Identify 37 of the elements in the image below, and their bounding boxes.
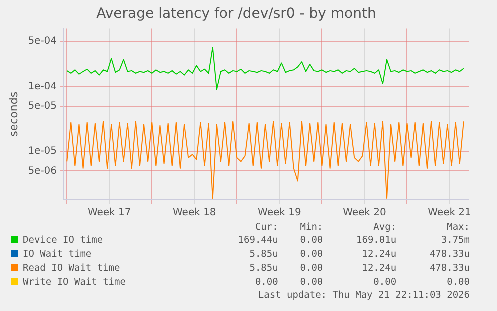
text: 0.00 — [299, 248, 324, 262]
text: 0.00 — [254, 276, 278, 290]
legend-label: IO Wait time — [22, 248, 93, 262]
text: 169.44u — [237, 234, 278, 248]
legend-label: Write IO Wait time — [22, 276, 127, 290]
y-tick-label: 5e-06 — [28, 166, 58, 177]
x-tick-label: Week 20 — [343, 208, 386, 219]
y-tick-label: 5e-04 — [28, 36, 58, 47]
text: Cur: — [254, 222, 278, 234]
text: 12.24u — [361, 262, 397, 276]
x-tick-label: Week 21 — [428, 208, 472, 219]
x-tick-label: Week 19 — [258, 208, 302, 219]
chart-title: Average latency for /dev/sr0 - by month — [96, 6, 376, 22]
legend-label: Read IO Wait time — [22, 262, 122, 276]
text: 478.33u — [428, 248, 470, 262]
legend-label: Device IO time — [22, 234, 104, 248]
y-tick-label: 5e-05 — [28, 100, 58, 112]
text: 5.85u — [248, 248, 278, 262]
text: Min: — [299, 222, 324, 234]
x-tick-label: Week 18 — [172, 208, 216, 219]
text: 0.00 — [299, 262, 324, 276]
y-tick-label: 1e-05 — [28, 146, 58, 158]
text: 5.85u — [248, 262, 278, 276]
y-axis-title: seconds — [7, 92, 20, 137]
text: 0.00 — [446, 276, 470, 290]
x-tick-label: Week 17 — [88, 208, 132, 219]
text: Last update: Thu May 21 22:11:03 2026 — [257, 290, 470, 302]
text: 478.33u — [428, 262, 470, 276]
y-tick-label: 1e-04 — [28, 81, 58, 92]
text: Avg: — [372, 222, 397, 234]
text: 169.01u — [356, 234, 397, 248]
text: Max: — [446, 222, 470, 234]
text: 0.00 — [372, 276, 397, 290]
text: 12.24u — [361, 248, 397, 262]
text: 0.00 — [299, 276, 324, 290]
text: 0.00 — [299, 234, 324, 248]
text: 3.75m — [440, 234, 470, 248]
